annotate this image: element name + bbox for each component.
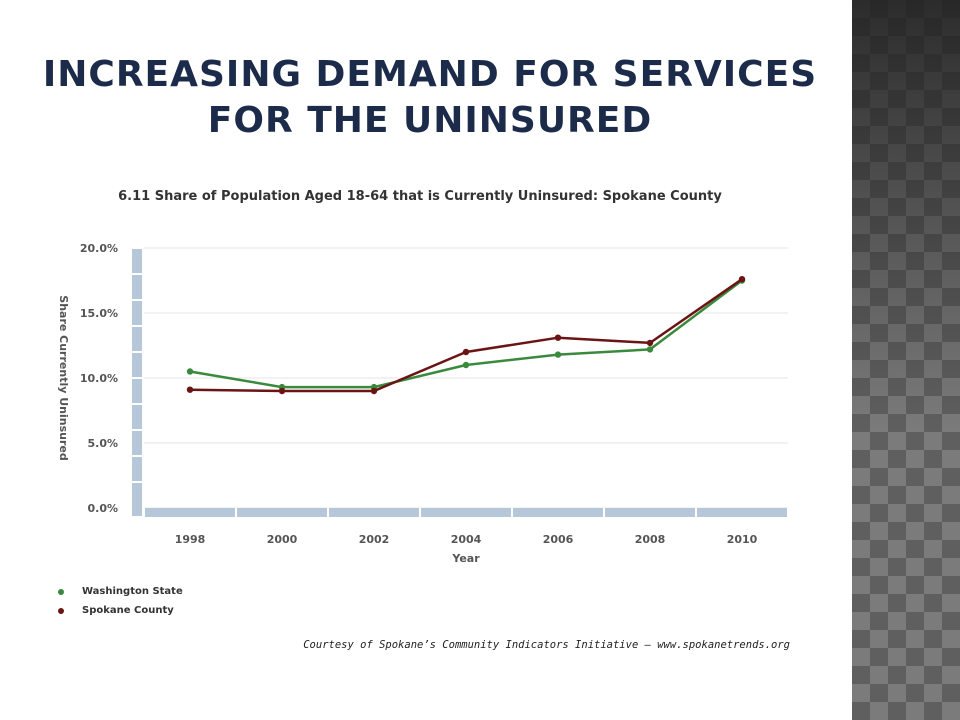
x-axis-band (144, 508, 788, 517)
chart-legend: Washington State Spokane County (58, 582, 183, 620)
legend-item-spokane: Spokane County (58, 601, 183, 620)
x-tick-label: 1998 (175, 533, 206, 546)
x-tick-label: 2006 (543, 533, 574, 546)
y-tick-label: 10.0% (80, 372, 118, 385)
data-point-washington (554, 351, 562, 358)
data-point-spokane (646, 339, 654, 347)
data-point-washington (646, 346, 654, 353)
data-point-spokane (462, 348, 470, 356)
legend-marker-spokane (58, 607, 64, 614)
slide-title-line2: for the uninsured (207, 100, 653, 141)
legend-marker-washington (58, 588, 64, 595)
y-tick-label: 0.0% (87, 502, 118, 515)
line-chart: 0.0% 5.0% 10.0% 15.0% 20.0% 1998 2000 2002 2004 2… (57, 242, 789, 565)
x-tick-label: 2002 (359, 533, 390, 546)
data-point-spokane (278, 387, 286, 395)
legend-label-spokane: Spokane County (82, 605, 174, 616)
x-tick-label: 2000 (267, 533, 298, 546)
chart-title: 6.11 Share of Population Aged 18-64 that… (118, 189, 722, 204)
x-tick-label: 2010 (727, 533, 758, 546)
x-axis-label: Year (451, 552, 480, 565)
data-point-washington (462, 361, 470, 369)
slide-title: Increasing demand for services for the u… (30, 52, 830, 144)
data-point-spokane (186, 386, 194, 393)
y-axis-band (132, 248, 142, 516)
data-point-spokane (554, 334, 562, 341)
legend-item-washington: Washington State (58, 582, 183, 601)
y-tick-label: 15.0% (80, 307, 118, 320)
slide-title-line1: Increasing demand for services (42, 54, 818, 95)
y-tick-label: 20.0% (80, 242, 118, 255)
decorative-side-band (852, 0, 960, 720)
data-point-spokane (370, 387, 378, 395)
legend-label-washington: Washington State (82, 586, 183, 597)
source-credit: Courtesy of Spokane’s Community Indicato… (303, 639, 790, 651)
x-tick-label: 2004 (451, 533, 482, 546)
data-point-washington (186, 368, 194, 375)
y-axis-label: Share Currently Uninsured (57, 295, 70, 460)
y-tick-label: 5.0% (87, 437, 118, 450)
data-point-spokane (738, 276, 746, 283)
x-tick-label: 2008 (635, 533, 666, 546)
